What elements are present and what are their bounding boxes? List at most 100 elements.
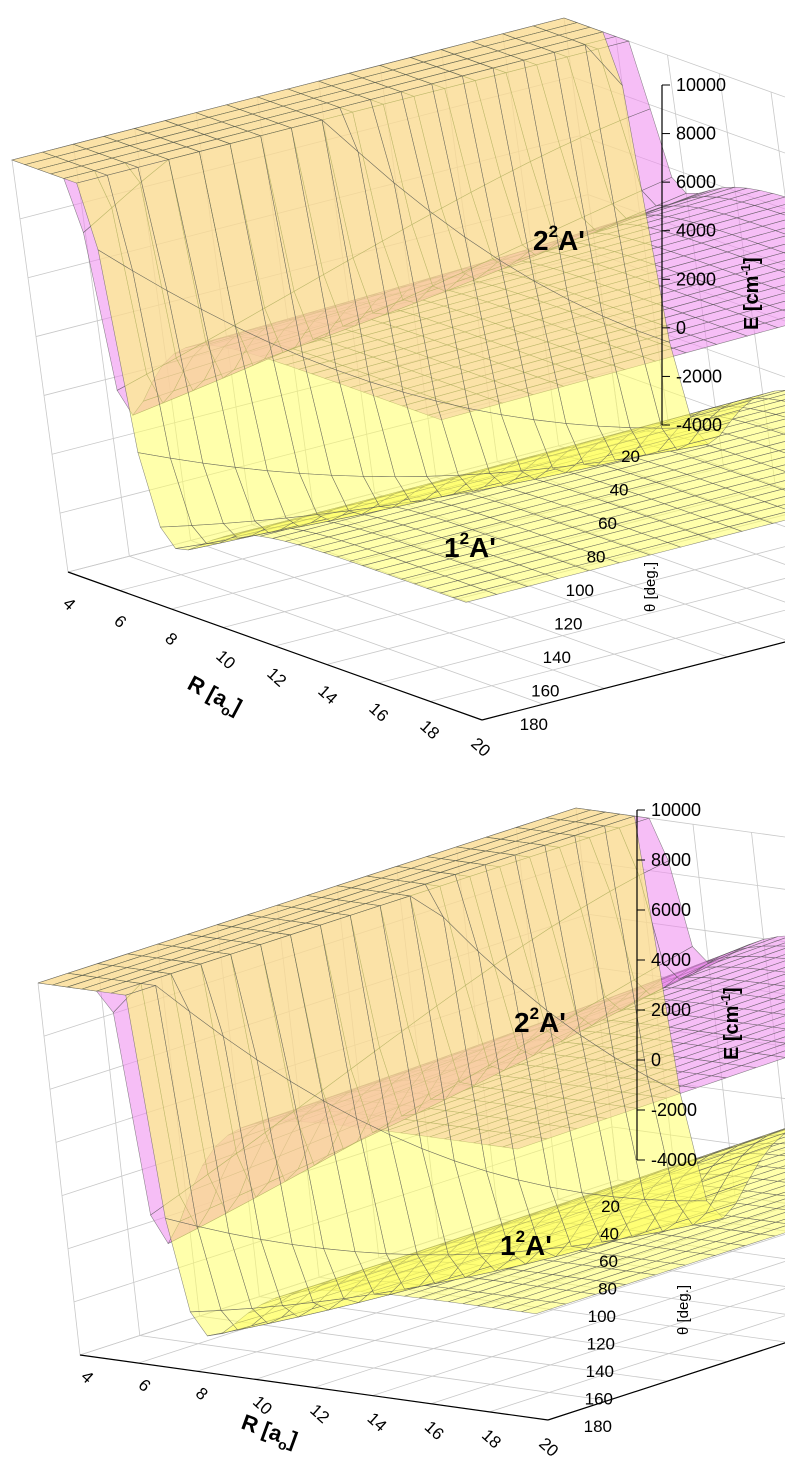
lower-surface-patch bbox=[781, 488, 785, 491]
lower-surface-patch bbox=[758, 512, 785, 524]
upper-surface-patch bbox=[745, 970, 785, 984]
energy-tick-label: -2000 bbox=[676, 366, 722, 386]
lower-surface-patch bbox=[777, 1178, 785, 1183]
upper-surface-patch bbox=[761, 948, 785, 959]
r-tick-label: 14 bbox=[364, 1409, 391, 1436]
r-tick-label: 4 bbox=[59, 594, 79, 614]
energy-tick-label: 8000 bbox=[676, 124, 716, 144]
theta-tick-label: 160 bbox=[531, 682, 559, 701]
upper-surface-patch bbox=[756, 1043, 785, 1056]
theta-tick-label: 80 bbox=[598, 1280, 617, 1299]
upper-surface-patch bbox=[743, 1012, 785, 1026]
theta-tick-label: 140 bbox=[543, 648, 571, 667]
lower-surface-patch bbox=[775, 1218, 785, 1224]
lower-surface-patch bbox=[750, 400, 785, 412]
lower-surface-patch bbox=[760, 1225, 785, 1237]
lower-surface-patch bbox=[761, 1212, 785, 1223]
r-tick-label: 6 bbox=[135, 1375, 155, 1395]
lower-surface-patch bbox=[776, 504, 785, 510]
lower-surface-patch bbox=[763, 1159, 785, 1169]
upper-surface-patch bbox=[758, 1001, 785, 1014]
lower-surface-patch bbox=[782, 1128, 785, 1130]
theta-tick-label: 60 bbox=[599, 1252, 618, 1271]
upper-surface-patch bbox=[763, 317, 785, 328]
upper-surface-patch bbox=[748, 213, 785, 227]
energy-tick-labels: -4000 -2000 0 2000 4000 6000 8000 10000 bbox=[637, 800, 701, 1170]
lower-surface-patch bbox=[776, 1191, 785, 1197]
upper-surface-patch bbox=[753, 196, 785, 210]
r-axis-line bbox=[67, 571, 483, 721]
upper-surface-patch bbox=[778, 268, 785, 273]
upper-surface-patch bbox=[757, 1029, 785, 1042]
upper-surface-patch bbox=[742, 1026, 785, 1040]
upper-surface-patch bbox=[771, 1050, 785, 1058]
theta-tick-label: 40 bbox=[610, 481, 629, 500]
upper-surface-patch bbox=[761, 219, 785, 231]
axes bbox=[67, 85, 785, 721]
lower-surface-patch bbox=[763, 405, 785, 415]
lower-state-surface bbox=[11, 17, 785, 603]
lower-surface-patch bbox=[773, 464, 785, 472]
upper-surface-patch bbox=[759, 973, 785, 985]
energy-axis-title: E [cm-1] bbox=[738, 257, 763, 330]
upper-surface-patch bbox=[760, 276, 785, 289]
upper-surface-patch bbox=[773, 1008, 785, 1015]
theta-tick-label: 20 bbox=[621, 447, 640, 466]
upper-surface-patch bbox=[758, 987, 785, 999]
theta-tick-label: 140 bbox=[586, 1362, 614, 1381]
upper-surface-patch bbox=[745, 957, 785, 970]
upper-surface-patch bbox=[773, 284, 785, 292]
theta-tick-label: 120 bbox=[554, 615, 582, 634]
theta-tick-label: 20 bbox=[601, 1197, 620, 1216]
upper-surface-patch bbox=[762, 937, 785, 947]
r-axis-title: R [ao] bbox=[237, 1409, 301, 1456]
lower-surface-patch bbox=[747, 1180, 785, 1194]
r-axis-line bbox=[79, 1354, 549, 1421]
lower-surface-patch bbox=[778, 1165, 785, 1170]
energy-axis-title: E [cm-1] bbox=[718, 987, 743, 1060]
energy-tick-label: 10000 bbox=[651, 800, 701, 820]
r-tick-label: 16 bbox=[365, 699, 392, 726]
lower-surface-patch bbox=[778, 448, 785, 454]
theta-tick-labels: 20 40 60 80 100 120 140 160 180 bbox=[520, 447, 640, 734]
energy-tick-label: 2000 bbox=[651, 1000, 691, 1020]
r-tick-label: 12 bbox=[306, 1400, 333, 1427]
energy-tick-label: -2000 bbox=[651, 1100, 697, 1120]
lower-surface-patch bbox=[747, 1194, 785, 1207]
theta-tick-label: 100 bbox=[566, 581, 594, 600]
lower-surface-patch bbox=[761, 1198, 785, 1209]
energy-tick-label: 4000 bbox=[651, 950, 691, 970]
upper-surface-patch bbox=[747, 269, 785, 284]
lower-surface-patch bbox=[748, 1167, 785, 1180]
upper-surface-patch bbox=[768, 300, 785, 311]
lower-surface-patch bbox=[779, 1153, 785, 1157]
axes bbox=[79, 810, 785, 1421]
upper-surface-patch bbox=[781, 309, 785, 312]
upper-surface-patch bbox=[747, 935, 785, 948]
upper-surface-patch bbox=[755, 292, 785, 306]
upper-surface-patch bbox=[771, 1036, 785, 1044]
lower-state-surface bbox=[37, 807, 785, 1337]
r-tick-label: 20 bbox=[467, 734, 494, 761]
lower-state-label: 12A' bbox=[444, 529, 496, 563]
energy-tick-label: 0 bbox=[676, 318, 686, 338]
r-tick-label: 16 bbox=[421, 1417, 448, 1444]
energy-tick-labels: -4000 -2000 0 2000 4000 6000 8000 10000 bbox=[662, 75, 726, 435]
theta-tick-label: 100 bbox=[588, 1307, 616, 1326]
r-tick-label: 20 bbox=[535, 1434, 562, 1461]
r-tick-label: 12 bbox=[263, 664, 290, 691]
lower-surface-patch bbox=[768, 394, 785, 401]
lower-surface-patch bbox=[756, 390, 785, 400]
upper-surface-patch bbox=[741, 1055, 785, 1068]
upper-surface-patch bbox=[744, 984, 785, 998]
lower-surface-patch bbox=[745, 1221, 785, 1235]
lower-surface-patch bbox=[760, 456, 785, 468]
upper-state-label: 22A' bbox=[533, 222, 585, 256]
top-surface-plot: -4000 -2000 0 2000 4000 6000 8000 10000 4 6 8 10 12… bbox=[11, 17, 785, 761]
lower-state-label: 12A' bbox=[500, 1227, 552, 1261]
r-axis-title: R [ao] bbox=[182, 670, 246, 723]
theta-tick-label: 180 bbox=[584, 1417, 612, 1436]
